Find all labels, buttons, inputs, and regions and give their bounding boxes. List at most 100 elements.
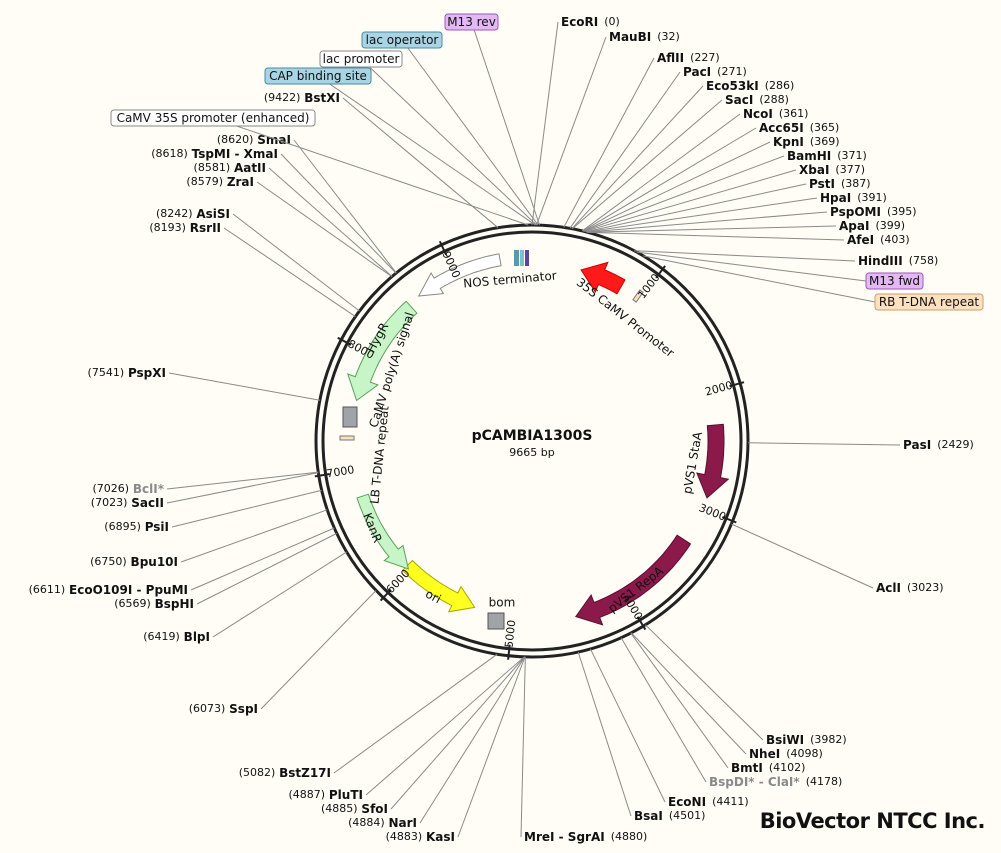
site-name: KpnI xyxy=(773,135,804,149)
site-label: (8620) SmaI xyxy=(217,133,291,147)
site-label: (7023) SacII xyxy=(91,496,164,510)
site-leader xyxy=(571,85,704,230)
site-leader xyxy=(333,653,498,774)
feature-leader xyxy=(360,58,537,226)
site-label: ApaI (399) xyxy=(839,219,905,233)
site-leader xyxy=(457,656,526,838)
feature-box xyxy=(361,31,443,49)
site-name: AsiSI xyxy=(196,207,230,221)
site-name: BspDI* - ClaI* xyxy=(709,775,800,789)
site-label: Acc65I (365) xyxy=(759,121,839,135)
site-label: PacI (271) xyxy=(683,65,747,79)
site-position: (7026) xyxy=(92,482,129,495)
site-position: (758) xyxy=(909,254,939,267)
site-position: (3023) xyxy=(907,581,944,594)
backbone-inner xyxy=(321,230,743,652)
site-name: Bpu10I xyxy=(131,555,178,569)
feature-label: lac operator xyxy=(366,33,439,47)
site-label: PasI (2429) xyxy=(903,438,974,452)
feature-arrow xyxy=(401,559,476,613)
site-name: NarI xyxy=(388,816,417,830)
site-leader xyxy=(365,656,525,796)
site-name: SacII xyxy=(131,496,164,510)
feature-leader xyxy=(636,251,867,282)
site-label: (7026) BclI* xyxy=(92,482,164,496)
site-position: (6419) xyxy=(143,630,180,643)
feature-mark xyxy=(514,250,519,266)
site-position: (399) xyxy=(875,219,905,232)
site-name: ApaI xyxy=(839,219,869,233)
site-name: BclI* xyxy=(133,482,165,496)
site-position: (6750) xyxy=(90,555,127,568)
site-name: NcoI xyxy=(743,107,773,121)
site-label: (6750) Bpu10I xyxy=(90,555,178,569)
site-leader xyxy=(232,213,360,312)
feature-label: M13 rev xyxy=(447,15,496,29)
site-position: (4102) xyxy=(769,761,806,774)
site-name: PspXI xyxy=(128,366,166,380)
site-label: (5082) BstZ17I xyxy=(239,766,331,780)
site-position: (7541) xyxy=(88,366,125,379)
site-name: BstZ17I xyxy=(279,766,331,780)
site-name: PacI xyxy=(683,65,711,79)
tick-mark xyxy=(314,473,330,478)
site-name: EcoO109I - PpuMI xyxy=(69,583,188,597)
tick-mark xyxy=(636,616,647,631)
site-name: SacI xyxy=(725,93,753,107)
tick-label: 5000 xyxy=(502,619,518,648)
site-label: (8193) RsrII xyxy=(149,221,221,235)
site-leader xyxy=(731,523,874,589)
feature-leader xyxy=(401,39,539,226)
site-leader xyxy=(581,113,741,232)
site-position: (288) xyxy=(759,93,789,106)
site-name: HpaI xyxy=(820,191,851,205)
site-label: MauBI (32) xyxy=(609,30,680,44)
site-name: MreI - SgrAI xyxy=(524,830,605,844)
site-position: (365) xyxy=(810,121,840,134)
site-label: (7541) PspXI xyxy=(88,366,166,380)
site-leader xyxy=(342,97,499,229)
site-position: (361) xyxy=(779,107,809,120)
site-position: (4178) xyxy=(806,775,843,788)
site-position: (377) xyxy=(835,163,865,176)
site-leader xyxy=(590,648,666,803)
site-leader xyxy=(630,632,729,769)
site-name: Eco53kI xyxy=(706,79,759,93)
site-leader xyxy=(520,656,526,838)
site-position: (403) xyxy=(880,233,910,246)
tick-mark xyxy=(337,336,352,346)
feature-mark xyxy=(487,612,505,630)
site-leader xyxy=(256,181,393,278)
site-name: EcoRI xyxy=(561,15,598,29)
tick-label: 7000 xyxy=(326,463,356,480)
feature-label: bom xyxy=(489,596,516,610)
feature-label: CaMV 35S promoter (enhanced) xyxy=(117,111,310,125)
site-position: (8581) xyxy=(194,161,231,174)
site-name: PstI xyxy=(809,177,835,191)
site-leader xyxy=(571,99,723,230)
site-position: (395) xyxy=(887,205,917,218)
site-label: NheI (4098) xyxy=(749,747,823,761)
site-label: (4883) KasI xyxy=(386,830,455,844)
feature-mark xyxy=(339,435,355,441)
site-leader xyxy=(168,372,320,401)
feature-box xyxy=(874,293,984,311)
site-name: SfoI xyxy=(361,802,388,816)
site-name: NheI xyxy=(749,747,780,761)
site-label: HindIII (758) xyxy=(858,254,938,268)
site-leader xyxy=(196,532,337,605)
site-leader xyxy=(166,472,319,504)
site-name: BlpI xyxy=(184,630,210,644)
site-leader xyxy=(268,167,393,277)
feature-label: CAP binding site xyxy=(269,69,367,83)
site-position: (4411) xyxy=(712,795,749,808)
site-position: (387) xyxy=(841,177,871,190)
site-position: (2429) xyxy=(937,438,974,451)
site-leader xyxy=(171,489,322,528)
site-position: (7023) xyxy=(91,496,128,509)
site-position: (4883) xyxy=(386,830,423,843)
logo: BioVector NTCC Inc. xyxy=(760,809,985,833)
site-position: (227) xyxy=(690,51,720,64)
site-label: (6611) EcoO109I - PpuMI xyxy=(29,583,188,597)
